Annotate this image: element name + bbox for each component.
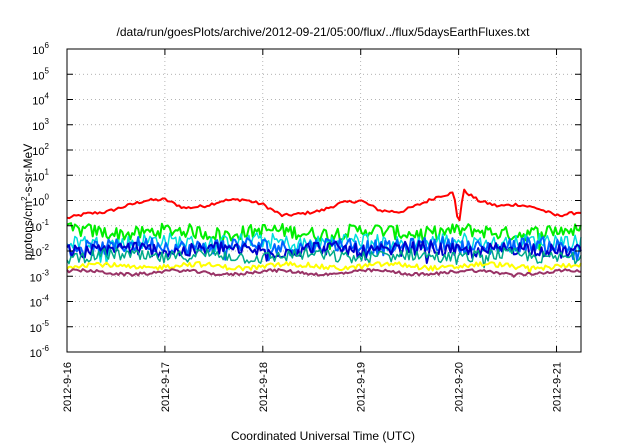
y-axis-label-exponent: 2 xyxy=(20,196,29,201)
y-tick-label: 105 xyxy=(32,66,49,82)
series-group xyxy=(66,188,582,278)
y-tick-label: 106 xyxy=(32,41,49,57)
series-line-7 xyxy=(66,268,582,278)
y-axis-label-unit: protons/cm xyxy=(21,201,35,260)
y-tick-label: 10-2 xyxy=(30,243,50,259)
x-axis: 2012-9-16 2012-9-17 2012-9-18 2012-9-19 2012… xyxy=(62,49,564,412)
x-tick-label: 2012-9-16 xyxy=(62,362,74,412)
series-line-6 xyxy=(66,261,582,274)
y-tick-label: 103 xyxy=(32,117,49,133)
y-tick-label: 104 xyxy=(32,92,49,108)
x-axis-label: Coordinated Universal Time (UTC) xyxy=(231,429,415,443)
y-tick-label: 101 xyxy=(32,167,49,183)
y-tick-label: 102 xyxy=(32,142,49,158)
y-axis: 10-6 10-5 10-4 10-3 10-2 10-1 100 101 102 103 104 1… xyxy=(30,41,581,360)
y-axis-label-rest: -s-sr-MeV xyxy=(21,144,35,197)
y-tick-label: 10-1 xyxy=(30,218,50,234)
series-line-1 xyxy=(66,222,582,251)
chart-title: /data/run/goesPlots/archive/2012-09-21/0… xyxy=(117,25,531,39)
grid xyxy=(67,49,581,352)
y-tick-label: 10-5 xyxy=(30,319,50,335)
x-tick-label: 2012-9-19 xyxy=(356,362,368,412)
y-tick-label: 10-4 xyxy=(30,294,50,310)
series-line-5 xyxy=(66,247,582,269)
y-axis-label: protons/cm2-s-sr-MeV xyxy=(20,144,35,260)
y-tick-label: 10-6 xyxy=(30,344,50,360)
x-tick-label: 2012-9-17 xyxy=(160,362,172,412)
x-tick-label: 2012-9-20 xyxy=(454,362,466,412)
series-line-0 xyxy=(66,188,582,222)
x-tick-label: 2012-9-18 xyxy=(258,362,270,412)
x-tick-label: 2012-9-21 xyxy=(552,362,564,412)
y-tick-label: 10-3 xyxy=(30,268,50,284)
series-line-4 xyxy=(66,240,582,264)
y-tick-label: 100 xyxy=(32,193,49,209)
